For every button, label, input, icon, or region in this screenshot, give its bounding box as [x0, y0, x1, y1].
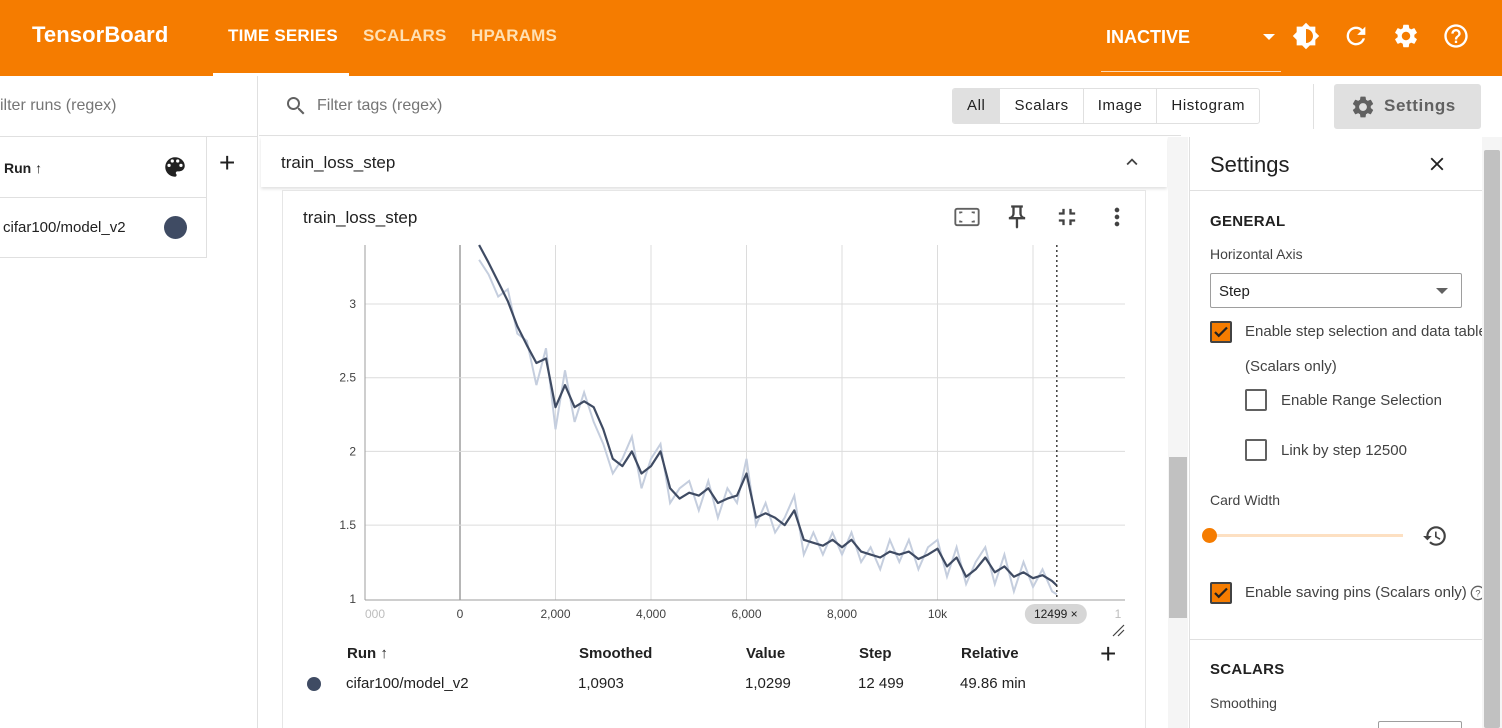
check-icon — [1214, 587, 1228, 599]
card-group-header[interactable]: train_loss_step — [261, 137, 1167, 187]
range-selection-checkbox[interactable] — [1245, 389, 1267, 411]
main-scrollbar-thumb[interactable] — [1169, 457, 1187, 618]
refresh-icon[interactable] — [1342, 22, 1370, 50]
tag-filter-bar: Filter tags (regex) All Scalars Image Hi… — [259, 76, 1261, 136]
tab-time-series[interactable]: TIME SERIES — [228, 26, 338, 45]
dt-header-run[interactable]: Run ↑ — [347, 645, 388, 662]
status-label: INACTIVE — [1106, 27, 1191, 47]
runs-panel: ilter runs (regex) Run ↑ cifar100/model_… — [0, 76, 258, 728]
saving-pins-label: Enable saving pins (Scalars only) — [1245, 584, 1467, 601]
tab-scalars[interactable]: SCALARS — [363, 26, 447, 45]
section-scalars: SCALARS — [1210, 661, 1285, 678]
step-selection-checkbox[interactable] — [1210, 321, 1232, 343]
svg-text:?: ? — [1475, 588, 1480, 598]
horizontal-axis-select[interactable]: Step — [1210, 273, 1462, 308]
dt-cell-run: cifar100/model_v2 — [346, 675, 469, 692]
app-title[interactable]: TensorBoard — [32, 22, 169, 47]
divider — [0, 197, 207, 198]
group-title: train_loss_step — [281, 153, 396, 172]
gear-icon — [1352, 96, 1374, 118]
reset-icon[interactable] — [1422, 523, 1448, 549]
horizontal-axis-value: Step — [1219, 283, 1250, 300]
palette-icon[interactable] — [162, 154, 188, 180]
card-title: train_loss_step — [303, 208, 418, 227]
divider — [1313, 84, 1314, 129]
settings-button[interactable]: Settings — [1334, 84, 1481, 129]
tab-hparams[interactable]: HPARAMS — [471, 26, 558, 45]
scalars-only-label: (Scalars only) — [1245, 358, 1337, 375]
divider — [1190, 190, 1482, 191]
dt-header-relative[interactable]: Relative — [961, 645, 1019, 662]
settings-scrollbar-thumb[interactable] — [1484, 150, 1500, 728]
dt-cell-relative: 49.86 min — [960, 675, 1026, 692]
pin-icon[interactable] — [1003, 203, 1031, 231]
card-width-label: Card Width — [1210, 492, 1281, 508]
runs-filter-input[interactable]: ilter runs (regex) — [0, 97, 117, 114]
caret-down-icon — [1436, 288, 1448, 294]
settings-button-label: Settings — [1384, 96, 1456, 115]
search-icon — [287, 97, 305, 115]
horizontal-axis-label: Horizontal Axis — [1210, 246, 1303, 262]
add-column-button[interactable]: + — [1100, 638, 1117, 669]
help-icon[interactable]: ? — [1470, 585, 1482, 601]
close-icon[interactable] — [1426, 153, 1448, 175]
chevron-up-icon[interactable] — [1121, 151, 1143, 173]
plugin-status-select[interactable]: INACTIVE — [1101, 20, 1281, 72]
plugin-type-toggle: All Scalars Image Histogram — [952, 88, 1261, 124]
link-by-step-label: Link by step 12500 — [1281, 442, 1407, 459]
add-column-button[interactable]: + — [219, 147, 236, 178]
tag-filter-input[interactable]: Filter tags (regex) — [317, 97, 443, 114]
top-app-bar: TensorBoard TIME SERIES SCALARS HPARAMS … — [0, 0, 1502, 76]
type-scalars-button[interactable]: Scalars — [1000, 89, 1084, 123]
divider — [1190, 639, 1482, 640]
theme-icon[interactable] — [1292, 22, 1320, 50]
more-vert-icon[interactable] — [1103, 203, 1131, 231]
fit-domain-icon[interactable] — [953, 203, 981, 231]
dt-header-smoothed[interactable]: Smoothed — [579, 645, 653, 662]
smoothing-input[interactable] — [1378, 721, 1462, 728]
gear-icon[interactable] — [1392, 22, 1420, 50]
type-image-button[interactable]: Image — [1084, 89, 1158, 123]
run-color-swatch[interactable] — [164, 216, 187, 239]
runs-header-run[interactable]: Run ↑ — [4, 160, 43, 176]
range-selection-label: Enable Range Selection — [1281, 392, 1442, 409]
help-icon[interactable] — [1442, 22, 1470, 50]
saving-pins-checkbox[interactable] — [1210, 582, 1232, 604]
run-color-swatch — [307, 677, 321, 691]
settings-panel: Settings GENERAL Horizontal Axis Step En… — [1189, 137, 1482, 728]
active-tab-indicator — [213, 73, 349, 76]
card-width-slider-thumb[interactable] — [1202, 528, 1217, 543]
type-histogram-button[interactable]: Histogram — [1171, 97, 1246, 114]
type-all-button[interactable]: All — [953, 89, 1001, 123]
settings-title: Settings — [1210, 152, 1290, 177]
dt-cell-step: 12 499 — [858, 675, 904, 692]
main-scrollbar[interactable] — [1168, 137, 1188, 728]
dt-cell-value: 1,0299 — [745, 675, 791, 692]
collapse-icon[interactable] — [1053, 203, 1081, 231]
card-width-slider-track[interactable] — [1210, 534, 1403, 537]
divider — [0, 136, 258, 137]
run-name[interactable]: cifar100/model_v2 — [3, 219, 126, 236]
link-by-step-checkbox[interactable] — [1245, 439, 1267, 461]
dt-header-step[interactable]: Step — [859, 645, 892, 662]
section-general: GENERAL — [1210, 213, 1286, 230]
caret-down-icon — [1263, 34, 1275, 40]
dt-header-value[interactable]: Value — [746, 645, 786, 662]
dt-cell-smoothed: 1,0903 — [578, 675, 624, 692]
check-icon — [1214, 326, 1228, 338]
smoothing-label: Smoothing — [1210, 695, 1277, 711]
step-selection-label: Enable step selection and data table — [1245, 323, 1482, 340]
runs-table: Run ↑ cifar100/model_v2 — [0, 137, 207, 258]
